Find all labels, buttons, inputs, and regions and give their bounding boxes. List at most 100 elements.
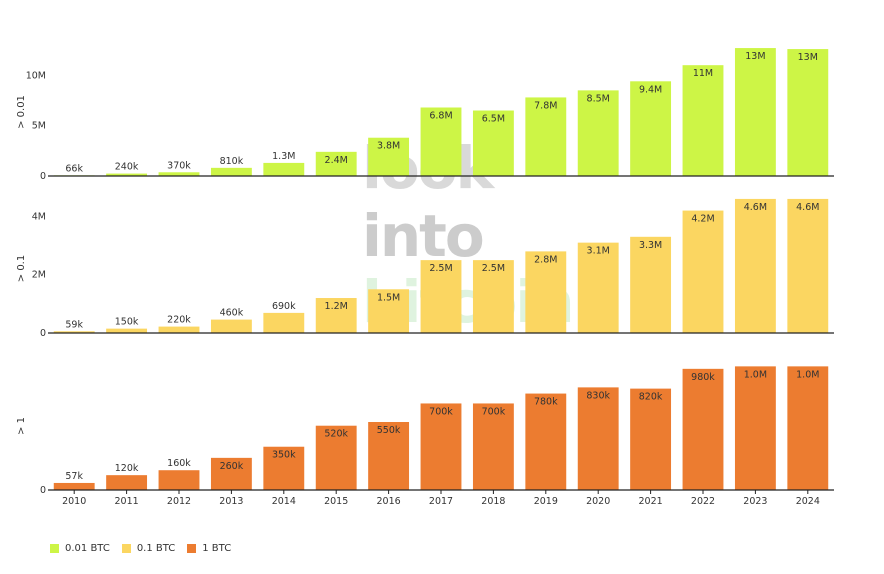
data-label-0.01-btc-2010: 66k	[65, 163, 83, 174]
legend-label-0.01-btc: 0.01 BTC	[65, 543, 110, 554]
x-tick-label: 2023	[743, 496, 767, 507]
data-label-0.01-btc-2019: 7.8M	[534, 100, 557, 111]
data-label-0.01-btc-2014: 1.3M	[272, 151, 295, 162]
bar-1-btc-2015[interactable]	[315, 425, 357, 490]
bar-1-btc-2019[interactable]	[525, 393, 567, 490]
data-label-0.1-btc-2020: 3.1M	[587, 246, 610, 257]
legend-label-0.1-btc: 0.1 BTC	[136, 543, 176, 554]
bar-0.1-btc-2017[interactable]	[420, 260, 462, 333]
bar-0.01-btc-2012[interactable]	[158, 172, 200, 176]
bar-0.1-btc-2024[interactable]	[787, 198, 829, 333]
data-label-0.01-btc-2012: 370k	[167, 160, 191, 171]
y-axis-title: > 0.1	[16, 255, 27, 282]
bar-0.01-btc-2021[interactable]	[630, 81, 672, 176]
bar-0.1-btc-2021[interactable]	[630, 236, 672, 333]
data-label-1-btc-2021: 820k	[639, 392, 663, 403]
bar-0.01-btc-2019[interactable]	[525, 97, 567, 176]
bar-0.01-btc-2020[interactable]	[577, 90, 619, 176]
data-label-0.1-btc-2018: 2.5M	[482, 263, 505, 274]
bar-0.01-btc-2013[interactable]	[210, 167, 252, 176]
legend-item-0.1-btc[interactable]: 0.1 BTC	[121, 543, 176, 554]
panel-1-btc: 57k 120k 160k 260k 350k 520k 550k 700k 700k 780k 8…	[16, 366, 834, 496]
data-label-0.1-btc-2023: 4.6M	[744, 202, 767, 213]
y-tick-label: 5M	[32, 121, 46, 132]
data-label-1-btc-2015: 520k	[324, 429, 348, 440]
bar-0.1-btc-2013[interactable]	[210, 319, 252, 333]
x-tick-label: 2013	[219, 496, 243, 507]
legend-swatch-0.1-btc	[121, 544, 131, 553]
bar-1-btc-2010[interactable]	[53, 482, 95, 490]
data-label-1-btc-2020: 830k	[586, 390, 610, 401]
bar-0.01-btc-2018[interactable]	[472, 110, 514, 176]
data-label-0.1-btc-2024: 4.6M	[796, 202, 819, 213]
data-label-1-btc-2013: 260k	[220, 461, 244, 472]
data-label-0.01-btc-2016: 3.8M	[377, 141, 400, 152]
bar-0.01-btc-2017[interactable]	[420, 107, 462, 176]
data-label-0.1-btc-2013: 460k	[220, 308, 244, 319]
bar-1-btc-2012[interactable]	[158, 470, 200, 490]
data-label-0.1-btc-2014: 690k	[272, 301, 296, 312]
data-label-1-btc-2022: 980k	[691, 372, 715, 383]
bar-0.1-btc-2014[interactable]	[263, 312, 305, 333]
data-label-0.1-btc-2022: 4.2M	[691, 214, 714, 225]
bar-0.1-btc-2018[interactable]	[472, 260, 514, 333]
data-label-0.01-btc-2018: 6.5M	[482, 114, 505, 125]
bar-0.1-btc-2023[interactable]	[734, 198, 776, 333]
bar-1-btc-2016[interactable]	[368, 422, 410, 490]
bar-0.01-btc-2023[interactable]	[734, 48, 776, 176]
data-label-1-btc-2019: 780k	[534, 397, 558, 408]
bar-0.1-btc-2015[interactable]	[315, 298, 357, 333]
data-label-0.01-btc-2011: 240k	[115, 162, 139, 173]
bar-0.01-btc-2014[interactable]	[263, 162, 305, 176]
data-label-1-btc-2012: 160k	[167, 458, 191, 469]
data-label-1-btc-2017: 700k	[429, 406, 453, 417]
bar-1-btc-2011[interactable]	[106, 475, 148, 490]
x-tick-label: 2017	[429, 496, 453, 507]
bar-0.1-btc-2012[interactable]	[158, 326, 200, 333]
bar-0.01-btc-2022[interactable]	[682, 65, 724, 176]
bar-0.1-btc-2019[interactable]	[525, 251, 567, 333]
panel-0.1-btc: 59k 150k 220k 460k 690k 1.2M 1.5M 2.5M 2.5M 2.8M 3…	[16, 198, 834, 339]
bar-0.01-btc-2024[interactable]	[787, 49, 829, 176]
y-tick-label: 4M	[32, 211, 46, 222]
bar-1-btc-2021[interactable]	[630, 388, 672, 490]
bar-1-btc-2020[interactable]	[577, 387, 619, 490]
data-label-1-btc-2018: 700k	[482, 406, 506, 417]
bar-1-btc-2014[interactable]	[263, 446, 305, 490]
x-tick-label: 2022	[691, 496, 715, 507]
legend-item-0.01-btc[interactable]: 0.01 BTC	[50, 543, 110, 554]
y-tick-label: 2M	[32, 270, 46, 281]
bar-0.1-btc-2011[interactable]	[106, 328, 148, 333]
panel-0.01-btc: 66k 240k 370k 810k 1.3M 2.4M 3.8M 6.8M 6.5M 7.8M 8…	[16, 48, 834, 182]
data-label-0.01-btc-2022: 11M	[693, 68, 713, 79]
data-label-0.01-btc-2013: 810k	[220, 156, 244, 167]
bar-0.1-btc-2020[interactable]	[577, 242, 619, 333]
legend-swatch-0.01-btc	[50, 544, 59, 553]
legend-item-1-btc[interactable]: 1 BTC	[187, 543, 231, 554]
bar-0.1-btc-2016[interactable]	[368, 289, 410, 333]
watermark-text-1: into	[362, 202, 483, 270]
bar-1-btc-2022[interactable]	[682, 368, 724, 490]
bar-0.01-btc-2016[interactable]	[368, 137, 410, 176]
data-label-0.1-btc-2019: 2.8M	[534, 254, 557, 265]
y-axis-title: > 0.01	[16, 95, 27, 129]
y-tick-label: 10M	[26, 70, 46, 81]
data-label-0.1-btc-2015: 1.2M	[325, 301, 348, 312]
bar-1-btc-2024[interactable]	[787, 366, 829, 490]
data-label-0.1-btc-2012: 220k	[167, 315, 191, 326]
bar-0.01-btc-2011[interactable]	[106, 173, 148, 176]
x-tick-label: 2024	[796, 496, 820, 507]
bar-0.1-btc-2022[interactable]	[682, 210, 724, 333]
x-axis: 2010 2011 2012 2013 2014 2015 2016 2017 2018 2019…	[62, 490, 820, 507]
legend-label-1-btc: 1 BTC	[202, 543, 232, 554]
bar-1-btc-2023[interactable]	[734, 366, 776, 490]
bar-0.1-btc-2010[interactable]	[53, 331, 95, 333]
data-label-0.1-btc-2016: 1.5M	[377, 292, 400, 303]
bar-0.01-btc-2015[interactable]	[315, 151, 357, 176]
data-label-0.01-btc-2023: 13M	[745, 51, 765, 62]
data-label-1-btc-2010: 57k	[65, 471, 83, 482]
bar-1-btc-2017[interactable]	[420, 403, 462, 490]
bar-1-btc-2018[interactable]	[472, 403, 514, 490]
x-tick-label: 2015	[324, 496, 348, 507]
bar-1-btc-2013[interactable]	[210, 457, 252, 490]
